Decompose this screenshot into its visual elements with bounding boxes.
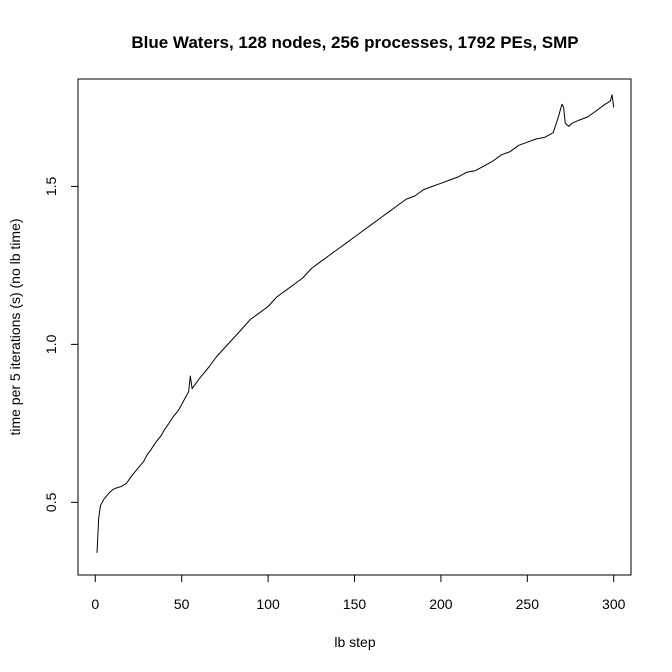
x-tick-label: 0	[91, 596, 99, 612]
x-tick-label: 200	[429, 596, 453, 612]
x-tick-label: 50	[174, 596, 190, 612]
x-tick-label: 300	[602, 596, 626, 612]
x-axis: 0 50 100 150 200 250 300	[91, 574, 626, 612]
plot-area	[77, 78, 632, 576]
series-line	[96, 94, 615, 553]
series-layer	[96, 94, 615, 553]
x-axis-label: lb step	[334, 634, 375, 650]
y-tick-label: 1.0	[43, 334, 59, 354]
y-axis-label: time per 5 iterations (s) (no lb time)	[7, 218, 23, 435]
x-tick-label: 150	[343, 596, 367, 612]
chart-title: Blue Waters, 128 nodes, 256 processes, 1…	[131, 33, 578, 52]
x-tick-label: 100	[256, 596, 280, 612]
y-tick-label: 1.5	[43, 176, 59, 196]
y-tick-label: 0.5	[43, 492, 59, 512]
x-tick-label: 250	[516, 596, 540, 612]
y-axis: 0.5 1.0 1.5	[43, 176, 79, 512]
